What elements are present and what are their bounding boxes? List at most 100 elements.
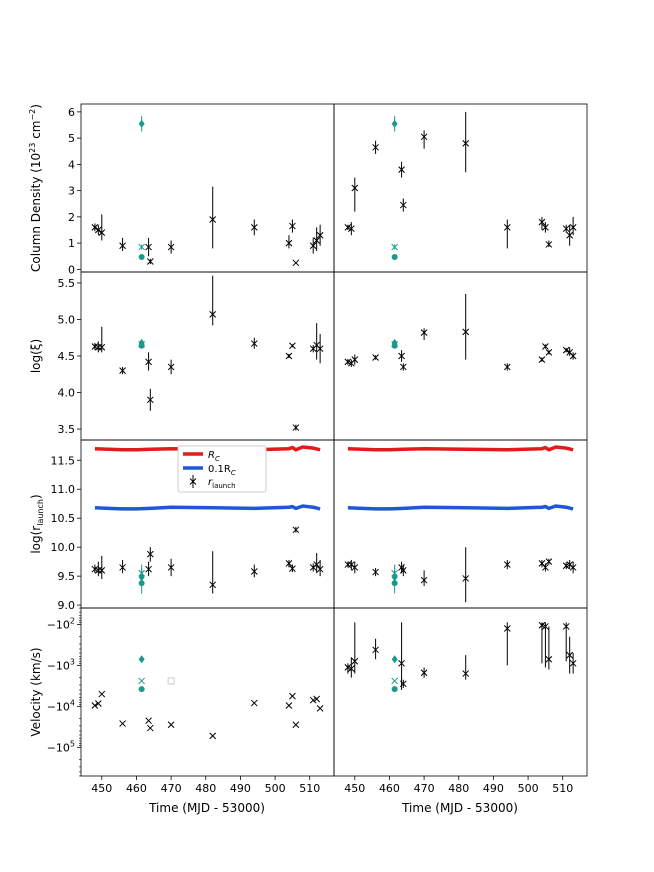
column-density-ytick-label-3: 3 bbox=[68, 185, 75, 198]
velocity-ytick-label-2: −104 bbox=[47, 698, 75, 713]
column-density-right-teal-circle bbox=[391, 254, 398, 261]
column-density-left-teal-x-stroke-b bbox=[138, 243, 146, 251]
column-density-ytick-label-6: 6 bbox=[68, 106, 75, 119]
column-density-right-point-10 bbox=[542, 224, 549, 231]
column-density-right-point-12 bbox=[562, 225, 570, 233]
launch-radius-right-point-7 bbox=[462, 575, 470, 582]
column-density-left-point-12 bbox=[309, 242, 317, 250]
velocity-right-point-1 bbox=[347, 665, 355, 672]
column-density-left-point-5 bbox=[146, 258, 154, 265]
ionization-left-point-7 bbox=[209, 311, 217, 318]
velocity-right-point-10-stroke-b bbox=[542, 623, 549, 630]
velocity-right-point-6 bbox=[420, 669, 428, 677]
ionization-ytick-label-4: 5.5 bbox=[58, 277, 76, 290]
ionization-right-point-0-stroke-b bbox=[344, 358, 352, 366]
column-density-left-point-4-stroke-b bbox=[145, 243, 152, 251]
velocity-right-point-12-stroke-b bbox=[562, 623, 570, 630]
velocity-right-point-6-stroke-b bbox=[420, 669, 428, 677]
velocity-ytick-label-0: −102 bbox=[47, 616, 75, 631]
velocity-right-point-8 bbox=[503, 625, 511, 632]
xtick-label-right-4: 480 bbox=[448, 782, 469, 795]
ionization-left-point-9 bbox=[285, 352, 293, 360]
column-density-left-point-10 bbox=[289, 222, 296, 230]
velocity-right-frame bbox=[333, 607, 588, 777]
xlabel-right: Time (MJD - 53000) bbox=[401, 801, 518, 815]
ionization-ytick-label-1: 4.0 bbox=[58, 387, 76, 400]
launch-radius-left-point-7 bbox=[209, 581, 217, 589]
column-density-left-point-0-stroke-b bbox=[91, 224, 99, 231]
ionization-right-point-11 bbox=[545, 348, 553, 356]
column-density-left-point-3-stroke-b bbox=[119, 242, 126, 250]
xtick-label-right-6: 500 bbox=[518, 782, 539, 795]
ionization-left-point-3 bbox=[119, 367, 126, 374]
velocity-left-point-8-stroke-b bbox=[250, 699, 258, 707]
velocity-right-point-7 bbox=[462, 670, 470, 677]
column-density-right-point-13 bbox=[566, 231, 574, 239]
column-density-right-point-10-stroke-b bbox=[542, 224, 549, 231]
column-density-left-point-4 bbox=[145, 243, 152, 251]
velocity-right-point-12 bbox=[562, 623, 570, 630]
ionization-left-point-5 bbox=[146, 396, 154, 404]
column-density-ytick-label-2: 2 bbox=[68, 211, 75, 224]
column-density-left-point-14 bbox=[316, 231, 324, 239]
launch-radius-left-point-8-stroke-b bbox=[250, 568, 258, 575]
velocity-right-point-3-stroke-b bbox=[372, 646, 379, 654]
velocity-left-point-7-stroke-b bbox=[209, 732, 217, 740]
ylabel-velocity: Velocity (km/s) bbox=[29, 647, 43, 736]
xtick-label-left-7: 510 bbox=[299, 782, 320, 795]
legend-rlaunch-swatch bbox=[189, 475, 197, 488]
ionization-right-point-8-stroke-b bbox=[503, 363, 511, 371]
column-density-ytick-label-1: 1 bbox=[68, 237, 75, 250]
launch-radius-right-point-7-stroke-b bbox=[462, 575, 470, 582]
column-density-right-point-6-stroke-b bbox=[420, 133, 428, 141]
ionization-right-point-0 bbox=[344, 358, 352, 366]
launch-radius-left-point-4 bbox=[145, 565, 152, 573]
ionization-right-point-10 bbox=[542, 343, 549, 350]
velocity-left-point-1 bbox=[94, 700, 102, 707]
velocity-left-teal-diamond bbox=[138, 655, 145, 664]
column-density-left-point-13-stroke-b bbox=[313, 237, 321, 244]
velocity-left-point-13 bbox=[313, 695, 321, 703]
launch-radius-right-point-6 bbox=[420, 576, 428, 584]
column-density-right-point-12-stroke-b bbox=[562, 225, 570, 233]
ionization-left-point-2 bbox=[98, 343, 106, 351]
ionization-right-point-3-stroke-b bbox=[372, 354, 379, 361]
launch-radius-left-point-4-stroke-b bbox=[145, 565, 152, 573]
ionization-left-point-6 bbox=[167, 363, 175, 371]
velocity-left-point-11-stroke-b bbox=[292, 721, 300, 729]
column-density-right-point-5 bbox=[399, 201, 407, 209]
column-density-right-point-0-stroke-b bbox=[344, 224, 352, 231]
ionization-left-point-4 bbox=[145, 358, 152, 366]
ionization-right-point-3 bbox=[372, 354, 379, 361]
launch-radius-ytick-label-1: 9.5 bbox=[58, 570, 76, 583]
velocity-left-open-square bbox=[167, 677, 175, 685]
launch-radius-right-point-10 bbox=[542, 564, 549, 571]
column-density-right-teal-x-stroke-b bbox=[391, 243, 399, 251]
xtick-label-left-6: 500 bbox=[265, 782, 286, 795]
velocity-left-point-6-stroke-b bbox=[167, 721, 175, 729]
ionization-left-frame bbox=[80, 271, 335, 441]
launch-radius-left-point-2-stroke-b bbox=[98, 566, 106, 574]
panels-layer: 0 1 2 3 4 5 6 3.5 4.0 4.5 5.0 5.5 9.0 9.5 10.0 10.5 11.0… bbox=[47, 103, 588, 795]
ionization-left-point-4-stroke-b bbox=[145, 358, 152, 366]
column-density-right-point-2-stroke-b bbox=[351, 184, 359, 192]
ionization-left-point-0-stroke-b bbox=[91, 343, 99, 350]
column-density-right-panel bbox=[333, 103, 588, 273]
column-density-left-point-9-stroke-b bbox=[285, 239, 293, 247]
velocity-right-point-11 bbox=[545, 655, 553, 663]
column-density-right-point-14 bbox=[569, 224, 577, 231]
ionization-right-frame bbox=[333, 271, 588, 441]
column-density-right-point-9-stroke-b bbox=[538, 218, 546, 226]
velocity-right-point-10 bbox=[542, 623, 549, 630]
column-density-left-frame bbox=[80, 103, 335, 273]
velocity-left-point-9-stroke-b bbox=[285, 702, 293, 709]
velocity-left-teal-circle bbox=[138, 686, 145, 693]
velocity-right-point-7-stroke-b bbox=[462, 670, 470, 677]
launch-radius-right-point-3-stroke-b bbox=[372, 568, 379, 576]
velocity-right-teal-x bbox=[391, 677, 399, 685]
velocity-right-point-13-stroke-b bbox=[566, 651, 574, 659]
launch-radius-right-point-2-stroke-b bbox=[351, 564, 359, 571]
xtick-label-right-3: 470 bbox=[414, 782, 435, 795]
launch-radius-right-frame bbox=[333, 439, 588, 609]
launch-radius-ytick-label-0: 9.0 bbox=[58, 599, 76, 612]
